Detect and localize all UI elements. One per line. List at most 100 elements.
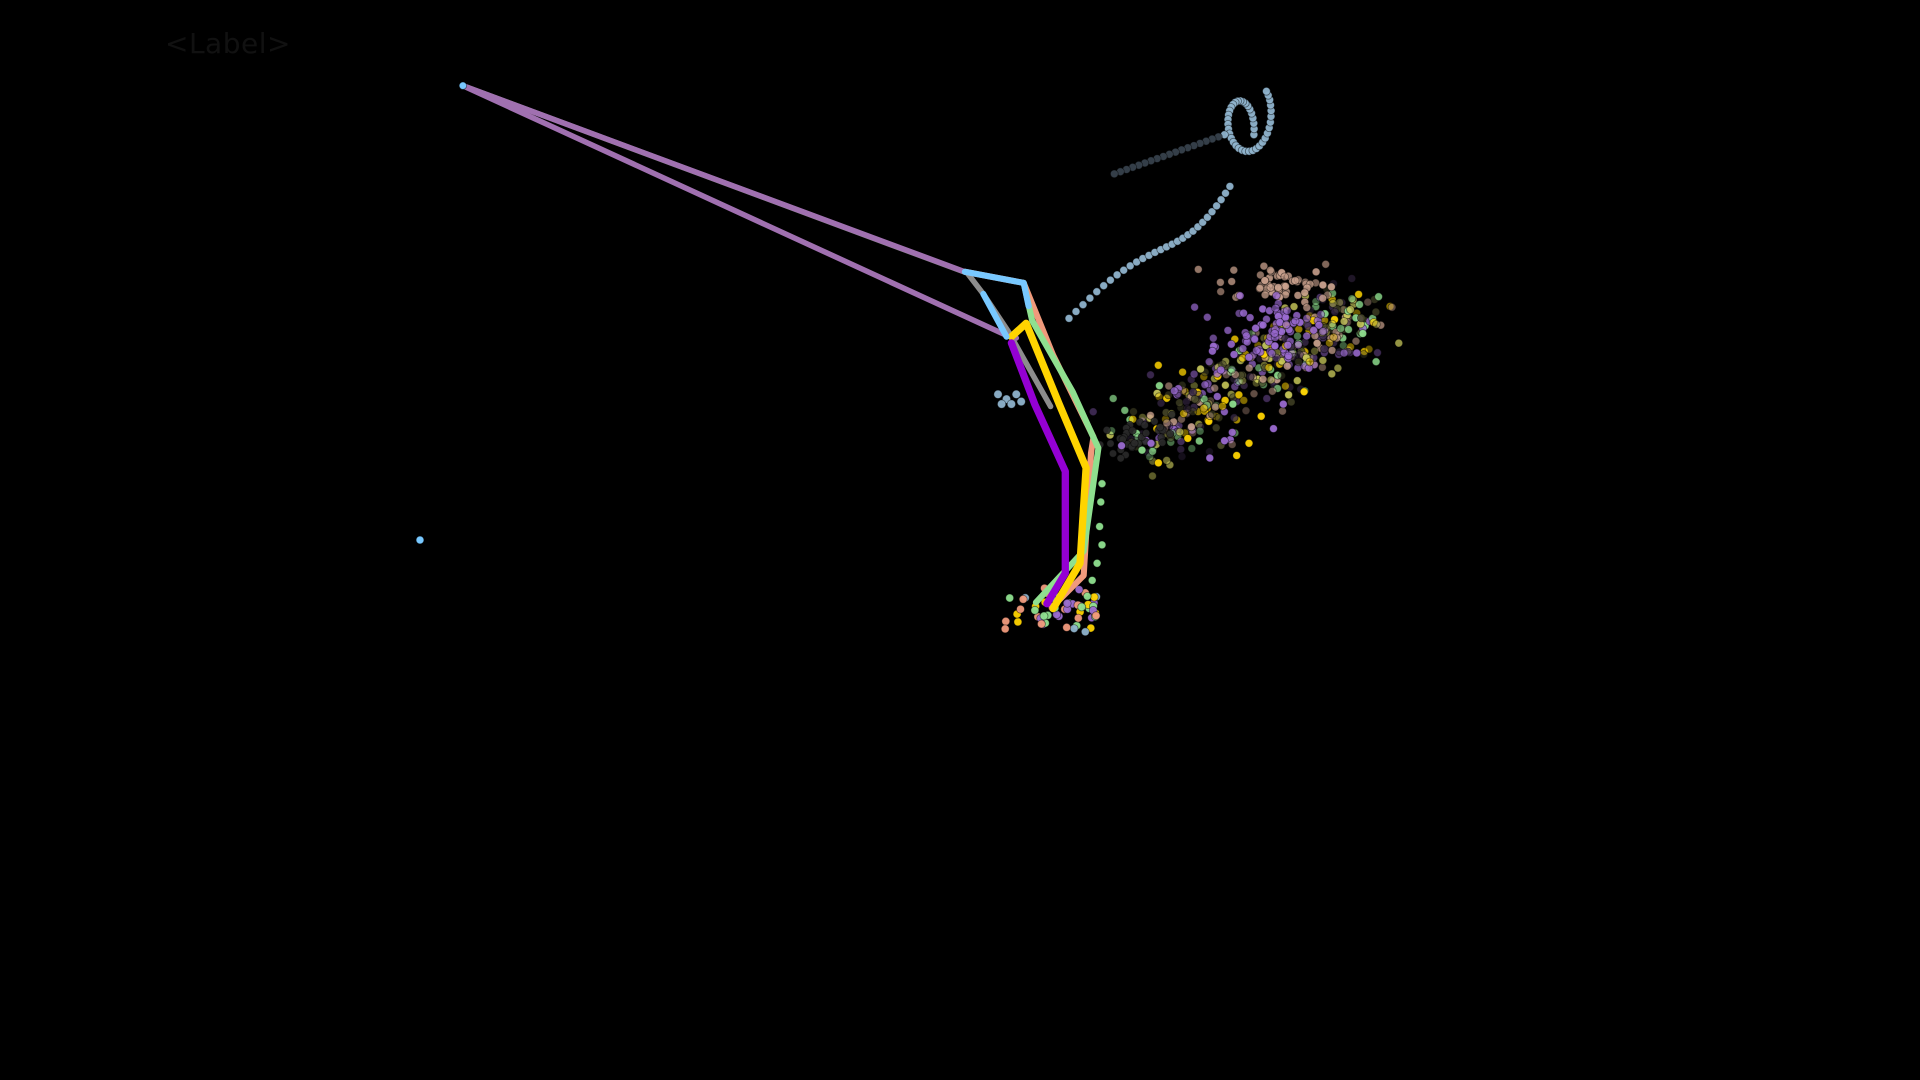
cloud-point (1347, 306, 1355, 314)
cloud-point (1317, 311, 1325, 319)
foot-point (1037, 620, 1045, 628)
cloud-point (1395, 339, 1403, 347)
cloud-point (1170, 387, 1178, 395)
foot-point (1017, 605, 1025, 613)
cloud-point (1184, 435, 1192, 443)
trajectory-trail-layer (1065, 87, 1275, 322)
cloud-point (1311, 347, 1319, 355)
trail-point (1100, 282, 1108, 290)
cloud-point (1321, 345, 1329, 353)
cloud-point (1295, 358, 1303, 366)
cloud-point (1183, 405, 1191, 413)
cloud-point (1372, 308, 1380, 316)
cloud-point (1268, 350, 1276, 358)
trail-point (1072, 308, 1080, 316)
cloud-point (1245, 439, 1253, 447)
cloud-point (1364, 298, 1372, 306)
cloud-point (1282, 382, 1290, 390)
cloud-point (1109, 450, 1116, 457)
dot-icon (416, 536, 424, 544)
cloud-point (1328, 283, 1336, 291)
cloud-point (1142, 429, 1149, 436)
cloud-point (1245, 353, 1253, 361)
cloud-point (1206, 454, 1214, 462)
cloud-point (1372, 358, 1380, 366)
cloud-point (1330, 333, 1338, 341)
misc-points-layer (416, 82, 466, 544)
cloud-point (1176, 428, 1184, 436)
cloud-point (1179, 368, 1187, 376)
cloud-point (1156, 424, 1163, 431)
cloud-point (1281, 273, 1289, 281)
cloud-point (1191, 303, 1199, 311)
trail-point (1086, 294, 1094, 302)
cloud-point (1291, 277, 1299, 285)
cloud-point (1130, 408, 1138, 416)
foot-point (1063, 623, 1071, 631)
cloud-point (1293, 377, 1301, 385)
cloud-point (1217, 366, 1225, 374)
trail-point (1226, 183, 1234, 191)
cloud-point (1319, 294, 1327, 302)
cloud-point (1267, 376, 1275, 384)
cloud-point (1337, 325, 1345, 333)
cloud-point (1251, 336, 1259, 344)
cloud-point (1271, 330, 1279, 338)
cloud-point (1227, 340, 1235, 348)
cloud-point (1246, 373, 1254, 381)
cloud-point (1212, 403, 1220, 411)
cloud-point (1163, 457, 1171, 465)
cloud-point (1209, 334, 1217, 342)
cloud-point (1178, 453, 1186, 461)
cloud-point (1212, 424, 1220, 432)
cloud-point (1375, 293, 1383, 301)
cloud-point (1159, 439, 1166, 446)
cloud-point (1273, 292, 1281, 300)
cloud-point (1154, 361, 1162, 369)
cloud-point (1301, 289, 1309, 297)
skeleton-layer (463, 86, 1099, 609)
trail-point (1222, 189, 1230, 197)
cloud-point (1285, 352, 1293, 360)
cloud-point (1259, 321, 1267, 329)
cloud-point (1219, 402, 1227, 410)
cloud-point (1222, 381, 1230, 389)
cloud-point (1188, 423, 1196, 431)
cloud-point (1195, 437, 1203, 445)
cloud-point (1285, 391, 1293, 399)
cloud-point (1278, 372, 1286, 380)
cloud-point (1233, 452, 1241, 460)
cloud-point (1340, 318, 1348, 326)
trail-point (1263, 87, 1271, 95)
cloud-point (1149, 447, 1157, 455)
foot-point (1017, 397, 1025, 405)
cloud-point (1103, 426, 1110, 433)
foot-point (1007, 400, 1015, 408)
foot-point (994, 390, 1002, 398)
cloud-point (1300, 388, 1308, 396)
foot-point (1001, 625, 1009, 633)
cloud-point (1213, 393, 1221, 401)
cloud-point (1243, 332, 1251, 340)
cloud-point (1196, 427, 1204, 435)
cloud-point (1261, 291, 1269, 299)
foot-point (1012, 390, 1020, 398)
cloud-point (1228, 441, 1236, 449)
cloud-point (1190, 370, 1198, 378)
cloud-point (1107, 440, 1114, 447)
foot-point (1006, 594, 1014, 602)
foot-point (1093, 559, 1101, 567)
cloud-point (1229, 400, 1237, 408)
trail-point (1107, 276, 1115, 284)
cloud-point (1117, 455, 1124, 462)
cloud-point (1331, 308, 1339, 316)
cloud-point (1348, 295, 1356, 303)
foot-point (1092, 612, 1100, 620)
cloud-point (1310, 326, 1318, 334)
cloud-point (1267, 284, 1275, 292)
cloud-point (1147, 439, 1155, 447)
cloud-point (1263, 395, 1271, 403)
skeleton-chain-grey (463, 86, 1051, 407)
